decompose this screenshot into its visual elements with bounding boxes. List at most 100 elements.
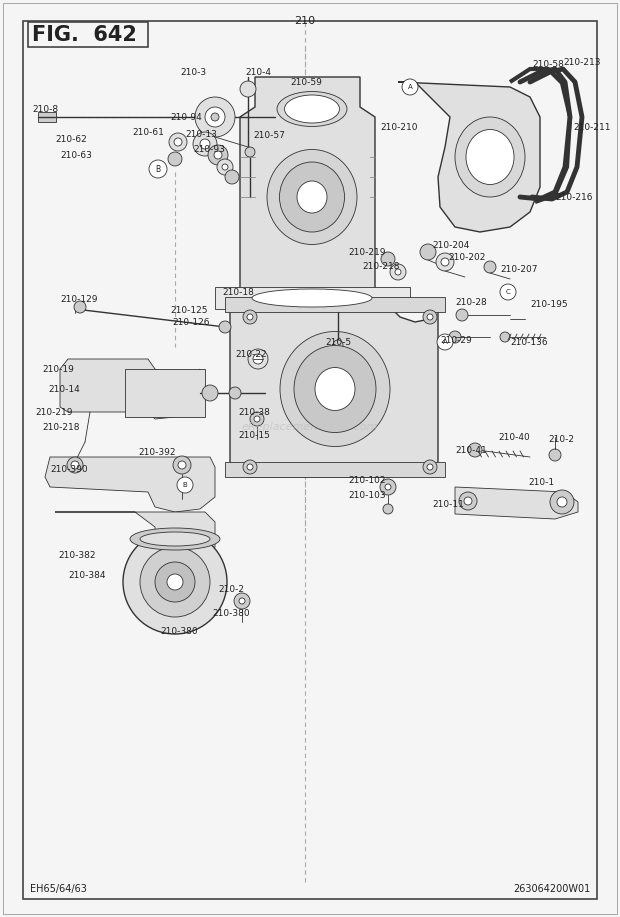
Text: 210-384: 210-384 — [68, 570, 105, 580]
Text: 210-13: 210-13 — [185, 129, 217, 138]
Text: 210-40: 210-40 — [498, 433, 529, 441]
Text: 210-38: 210-38 — [238, 407, 270, 416]
Bar — [225, 297, 445, 312]
Polygon shape — [60, 359, 200, 419]
Circle shape — [240, 81, 256, 97]
Text: 210-392: 210-392 — [138, 447, 175, 457]
Circle shape — [436, 253, 454, 271]
Bar — [28, 22, 148, 47]
Text: 210-3: 210-3 — [180, 68, 206, 76]
Circle shape — [217, 159, 233, 175]
Text: 210-211: 210-211 — [573, 123, 611, 131]
Circle shape — [155, 562, 195, 602]
Circle shape — [557, 497, 567, 507]
Polygon shape — [55, 512, 215, 565]
Circle shape — [390, 264, 406, 280]
Text: 210-14: 210-14 — [48, 384, 80, 393]
Circle shape — [500, 332, 510, 342]
Ellipse shape — [252, 289, 372, 307]
Circle shape — [222, 164, 228, 170]
Circle shape — [202, 385, 218, 401]
Polygon shape — [45, 457, 215, 512]
Circle shape — [229, 387, 241, 399]
Circle shape — [193, 132, 217, 156]
Circle shape — [168, 152, 182, 166]
Circle shape — [225, 170, 239, 184]
Text: EH65/64/63: EH65/64/63 — [30, 884, 87, 894]
Ellipse shape — [455, 117, 525, 197]
Text: 210-29: 210-29 — [440, 336, 472, 345]
Text: 210-216: 210-216 — [555, 193, 593, 202]
Text: 210-59: 210-59 — [290, 78, 322, 86]
Text: 210-2: 210-2 — [218, 584, 244, 593]
Circle shape — [149, 160, 167, 178]
Text: 210-1: 210-1 — [528, 478, 554, 487]
Text: 210-4: 210-4 — [245, 68, 271, 76]
Circle shape — [385, 484, 391, 490]
Circle shape — [380, 479, 396, 495]
Circle shape — [243, 310, 257, 324]
Ellipse shape — [280, 332, 390, 447]
Text: A: A — [443, 339, 448, 345]
Circle shape — [208, 145, 228, 165]
Text: 210-19: 210-19 — [42, 364, 74, 373]
Ellipse shape — [280, 162, 345, 232]
Polygon shape — [398, 82, 540, 232]
Text: 210-129: 210-129 — [60, 294, 97, 304]
Text: 210-18: 210-18 — [222, 288, 254, 296]
Text: 210-126: 210-126 — [172, 317, 210, 326]
Text: 210-41: 210-41 — [455, 446, 487, 455]
Text: 210-382: 210-382 — [58, 550, 95, 559]
Bar — [225, 462, 445, 477]
Ellipse shape — [315, 368, 355, 411]
Text: A: A — [407, 84, 412, 90]
Circle shape — [234, 593, 250, 609]
Text: 210-103: 210-103 — [348, 491, 386, 500]
Circle shape — [333, 340, 343, 350]
Circle shape — [173, 456, 191, 474]
Circle shape — [167, 574, 183, 590]
Text: 210-5: 210-5 — [325, 337, 351, 347]
Text: 210-218: 210-218 — [362, 261, 399, 271]
Circle shape — [239, 598, 245, 604]
Circle shape — [245, 147, 255, 157]
Text: 210-102: 210-102 — [348, 476, 386, 484]
Text: 210-219: 210-219 — [35, 407, 73, 416]
Text: 210-219: 210-219 — [348, 248, 386, 257]
Bar — [38, 112, 56, 122]
Polygon shape — [240, 77, 375, 307]
Circle shape — [423, 310, 437, 324]
Text: 210-11: 210-11 — [432, 500, 464, 509]
Text: eReplacementParts.com: eReplacementParts.com — [242, 422, 378, 432]
Circle shape — [550, 490, 574, 514]
Circle shape — [214, 151, 222, 159]
Circle shape — [464, 497, 472, 505]
Circle shape — [243, 460, 257, 474]
Text: 210-57: 210-57 — [253, 130, 285, 139]
Circle shape — [169, 133, 187, 151]
Circle shape — [247, 464, 253, 470]
Polygon shape — [215, 287, 410, 309]
Text: 210-28: 210-28 — [455, 297, 487, 306]
Text: 210-204: 210-204 — [432, 240, 469, 249]
Circle shape — [420, 244, 436, 260]
Text: 210-94: 210-94 — [170, 113, 202, 121]
Text: 263064200W01: 263064200W01 — [513, 884, 590, 894]
Text: 210-63: 210-63 — [60, 150, 92, 160]
Ellipse shape — [140, 532, 210, 546]
Text: 210: 210 — [294, 16, 316, 26]
Circle shape — [250, 412, 264, 426]
Text: 210-380: 210-380 — [160, 627, 198, 636]
Circle shape — [395, 269, 401, 275]
Text: 210-15: 210-15 — [238, 430, 270, 439]
Text: B: B — [156, 164, 161, 173]
Circle shape — [459, 492, 477, 510]
Text: 210-390: 210-390 — [50, 465, 87, 473]
Ellipse shape — [294, 346, 376, 433]
Circle shape — [205, 107, 225, 127]
Circle shape — [195, 97, 235, 137]
Text: C: C — [506, 289, 510, 295]
Text: 210-380: 210-380 — [212, 610, 250, 618]
Circle shape — [219, 321, 231, 333]
Text: 210-218: 210-218 — [42, 423, 79, 432]
